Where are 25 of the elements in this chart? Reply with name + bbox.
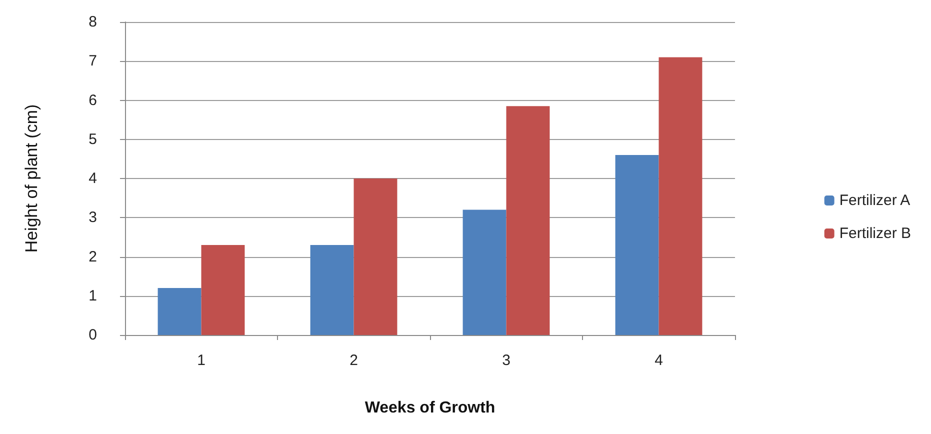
legend-label: Fertilizer B: [839, 225, 912, 242]
y-tick-label: 5: [88, 130, 97, 148]
legend-label: Fertilizer A: [839, 192, 910, 209]
y-tick-label: 4: [88, 170, 97, 187]
x-tick-label: 4: [654, 352, 663, 369]
y-tick-label: 7: [88, 52, 97, 70]
bar: [462, 210, 506, 335]
y-axis-title: Height of plant (cm): [22, 104, 41, 253]
bar: [310, 245, 354, 335]
bar: [201, 245, 245, 335]
y-tick-label: 2: [88, 248, 97, 266]
y-tick-label: 3: [88, 209, 97, 226]
bar: [354, 178, 398, 335]
x-tick-label: 3: [502, 352, 510, 369]
y-tick-label: 8: [88, 14, 97, 30]
bar: [506, 106, 550, 335]
x-axis-title: Weeks of Growth: [364, 400, 496, 416]
x-tick-label: 1: [197, 352, 206, 369]
y-tick-label: 1: [88, 287, 97, 304]
bar: [158, 288, 202, 335]
bar: [615, 155, 659, 335]
y-tick-label: 6: [88, 92, 97, 109]
bar: [658, 57, 702, 335]
x-tick-label: 2: [350, 352, 358, 369]
y-tick-label: 0: [88, 326, 97, 344]
